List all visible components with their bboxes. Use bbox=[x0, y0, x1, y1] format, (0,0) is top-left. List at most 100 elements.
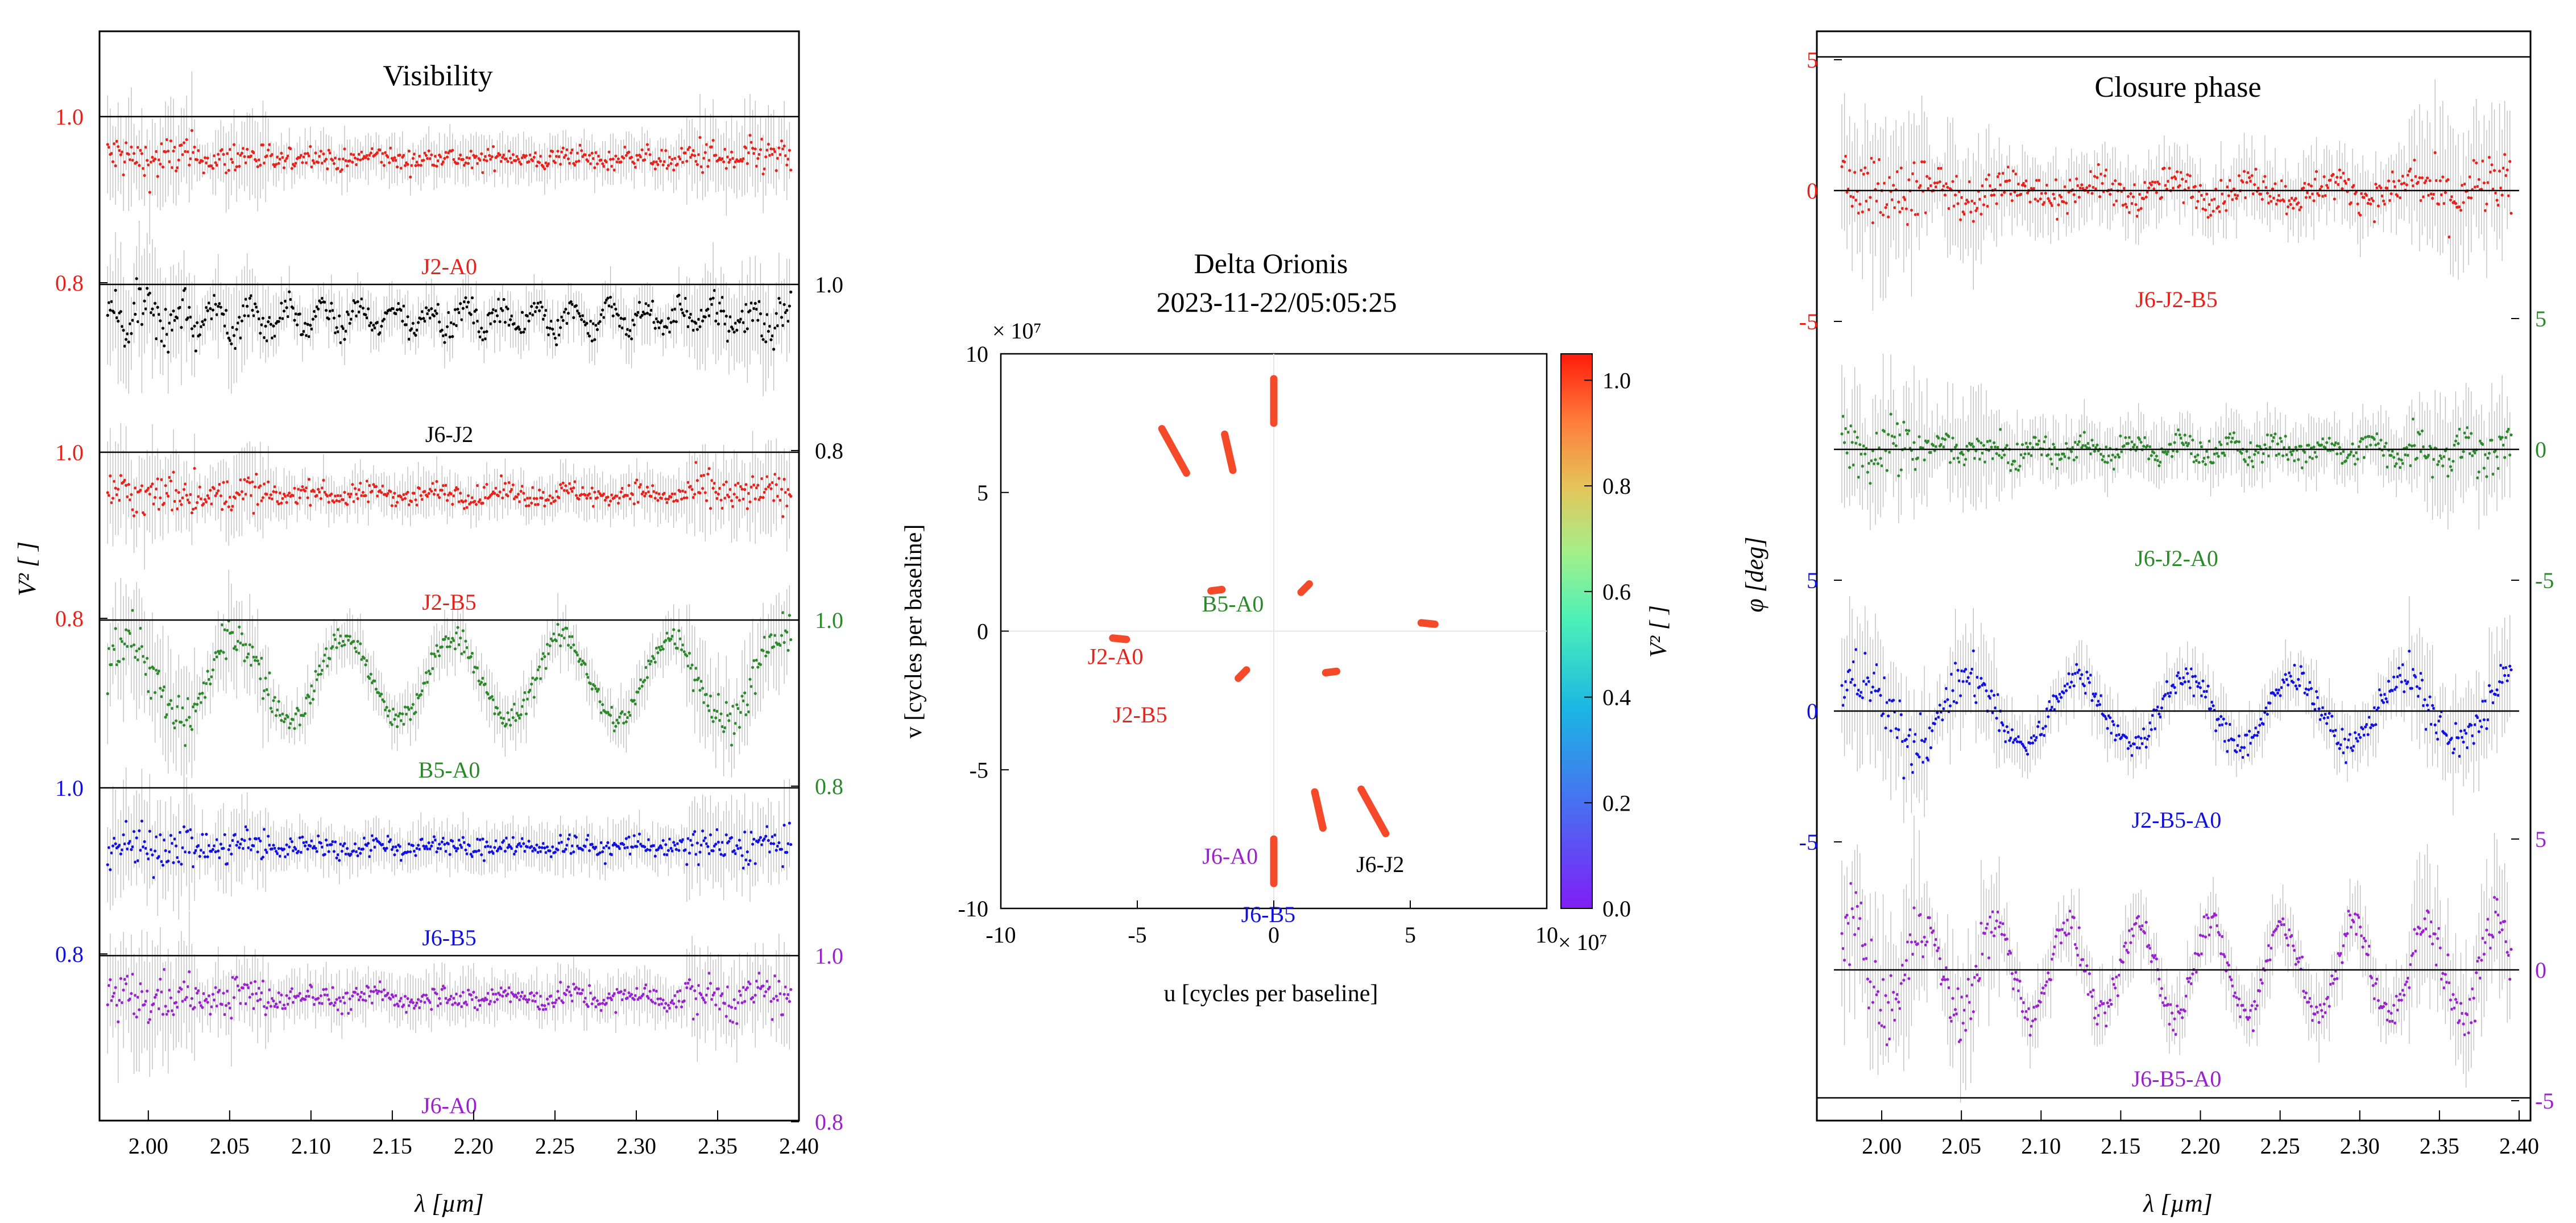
data-point bbox=[181, 706, 184, 709]
data-point bbox=[539, 677, 542, 680]
data-point bbox=[364, 313, 367, 316]
data-point bbox=[202, 171, 205, 175]
data-point bbox=[713, 289, 717, 292]
data-point bbox=[272, 844, 275, 847]
data-point bbox=[311, 995, 315, 999]
data-point bbox=[142, 655, 145, 658]
data-point bbox=[570, 303, 574, 306]
data-point bbox=[136, 658, 140, 662]
visibility-data-points bbox=[106, 71, 793, 1083]
data-point bbox=[389, 721, 392, 724]
data-point bbox=[200, 849, 203, 852]
data-point bbox=[530, 991, 533, 994]
data-point bbox=[615, 494, 619, 498]
data-point bbox=[441, 334, 445, 337]
data-point bbox=[751, 666, 755, 669]
data-point bbox=[334, 156, 337, 160]
data-point bbox=[110, 663, 113, 666]
data-point bbox=[348, 321, 351, 325]
data-point bbox=[540, 1003, 544, 1007]
data-point bbox=[645, 848, 649, 852]
data-point bbox=[611, 158, 615, 161]
data-point bbox=[544, 667, 548, 670]
data-point bbox=[440, 988, 444, 991]
x-tick-label: 2.40 bbox=[779, 1133, 819, 1159]
data-point bbox=[223, 628, 226, 631]
data-point bbox=[713, 481, 717, 485]
data-point bbox=[485, 998, 488, 1002]
data-point bbox=[247, 846, 250, 850]
data-point bbox=[585, 321, 589, 325]
data-point bbox=[409, 718, 412, 721]
uv-track bbox=[1311, 788, 1327, 832]
data-point bbox=[784, 154, 788, 158]
data-point bbox=[280, 301, 283, 305]
data-point bbox=[122, 657, 125, 661]
data-point bbox=[322, 478, 325, 482]
data-point bbox=[401, 498, 404, 501]
data-point bbox=[255, 837, 258, 841]
data-point bbox=[182, 724, 186, 727]
data-point bbox=[115, 493, 119, 497]
data-point bbox=[246, 304, 249, 308]
data-point bbox=[185, 138, 188, 142]
data-point bbox=[605, 160, 608, 164]
data-point bbox=[635, 986, 639, 990]
data-point bbox=[493, 846, 496, 849]
data-point bbox=[119, 153, 123, 156]
data-point bbox=[573, 480, 577, 484]
data-point bbox=[706, 845, 710, 848]
data-point bbox=[235, 976, 238, 979]
visibility-reference-lines bbox=[100, 115, 799, 957]
data-point bbox=[585, 672, 589, 676]
data-point bbox=[743, 831, 747, 834]
data-point bbox=[406, 163, 409, 166]
data-point bbox=[485, 159, 488, 163]
data-point bbox=[701, 829, 705, 833]
data-point bbox=[317, 673, 320, 676]
data-point bbox=[587, 984, 591, 988]
data-point bbox=[459, 491, 462, 495]
data-point bbox=[110, 851, 113, 855]
data-point bbox=[768, 483, 772, 486]
data-point bbox=[202, 323, 205, 327]
data-point bbox=[695, 1013, 699, 1016]
data-point bbox=[378, 148, 382, 152]
uv-y-label: v [cycles per baseline] bbox=[901, 524, 927, 739]
data-point bbox=[543, 504, 546, 508]
data-point bbox=[610, 164, 614, 168]
colorbar-tick-label: 0.4 bbox=[1602, 685, 1631, 710]
data-point bbox=[443, 493, 446, 496]
data-point bbox=[1946, 185, 1949, 189]
data-point bbox=[763, 167, 767, 171]
data-point bbox=[661, 163, 665, 167]
data-point bbox=[263, 336, 266, 340]
data-point bbox=[381, 152, 384, 155]
data-point bbox=[246, 655, 249, 659]
colorbar-label: V² [ ] bbox=[1646, 605, 1672, 658]
data-point bbox=[606, 168, 610, 171]
data-point bbox=[539, 155, 542, 158]
data-point bbox=[118, 498, 121, 502]
data-point bbox=[427, 149, 430, 152]
data-point bbox=[672, 499, 676, 503]
data-point bbox=[298, 723, 301, 727]
data-point bbox=[150, 848, 153, 852]
data-point bbox=[673, 492, 677, 495]
data-point bbox=[478, 335, 482, 338]
data-point bbox=[784, 491, 788, 494]
data-point bbox=[346, 991, 349, 995]
data-point bbox=[213, 487, 216, 490]
data-point bbox=[359, 642, 362, 646]
data-point bbox=[677, 999, 681, 1003]
data-point bbox=[218, 482, 221, 486]
data-point bbox=[176, 166, 179, 170]
data-point bbox=[545, 997, 549, 1001]
data-point bbox=[282, 166, 286, 170]
data-point bbox=[734, 722, 738, 725]
data-point bbox=[1912, 161, 1916, 164]
data-point bbox=[752, 659, 756, 662]
data-point bbox=[603, 862, 607, 865]
data-point bbox=[355, 650, 358, 654]
data-point bbox=[664, 1002, 668, 1005]
